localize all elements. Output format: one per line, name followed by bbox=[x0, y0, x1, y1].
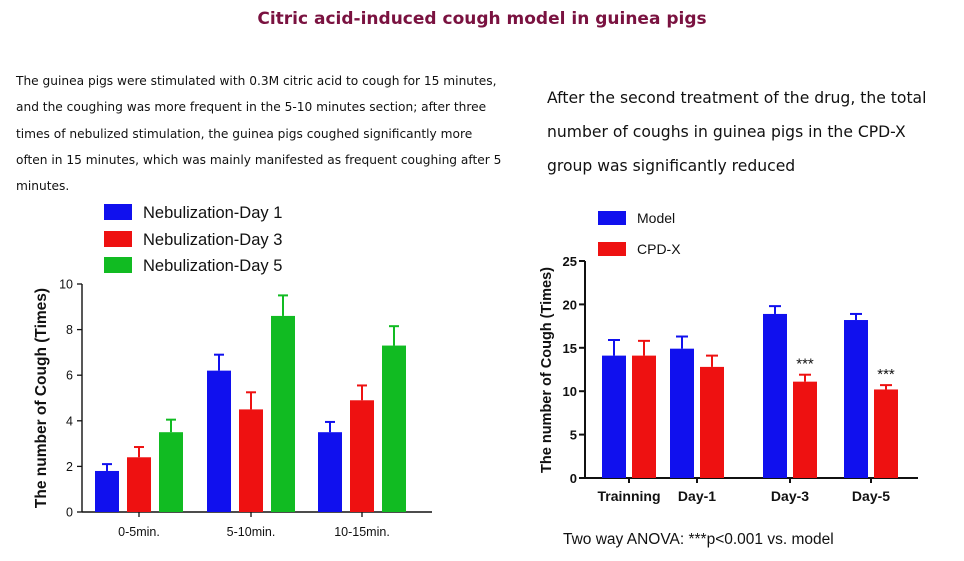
y-axis-label: The number of Cough (Times) bbox=[539, 267, 555, 473]
y-tick-label: 10 bbox=[59, 278, 73, 292]
bar bbox=[239, 409, 263, 512]
y-axis-label: The number of Cough (Times) bbox=[33, 288, 50, 508]
y-tick-label: 0 bbox=[570, 471, 577, 486]
y-tick-label: 15 bbox=[563, 341, 577, 356]
bar bbox=[763, 313, 787, 478]
legend-label: Model bbox=[637, 210, 675, 226]
bar bbox=[874, 389, 898, 478]
x-tick-label: 0-5min. bbox=[118, 525, 160, 539]
significance-label: *** bbox=[877, 366, 895, 383]
legend-swatch bbox=[104, 257, 132, 273]
x-tick-label: Day-1 bbox=[678, 488, 716, 504]
legend-swatch bbox=[104, 231, 132, 247]
bar bbox=[382, 345, 406, 512]
y-tick-label: 8 bbox=[66, 323, 73, 337]
x-tick-label: Trainning bbox=[598, 488, 661, 504]
y-tick-label: 4 bbox=[66, 414, 73, 428]
page-title: Citric acid-induced cough model in guine… bbox=[257, 9, 707, 29]
bar bbox=[95, 470, 119, 512]
legend-label: Nebulization-Day 5 bbox=[143, 257, 282, 275]
x-tick-label: Day-3 bbox=[771, 488, 809, 504]
x-tick-label: 5-10min. bbox=[227, 525, 276, 539]
left-description: The guinea pigs were stimulated with 0.3… bbox=[16, 74, 502, 194]
right-description: After the second treatment of the drug, … bbox=[547, 89, 927, 175]
bar bbox=[670, 348, 694, 478]
y-tick-label: 2 bbox=[66, 460, 73, 474]
bar bbox=[700, 366, 724, 478]
bar bbox=[632, 355, 656, 478]
legend-swatch bbox=[598, 211, 626, 225]
bar bbox=[207, 370, 231, 512]
y-tick-label: 20 bbox=[563, 297, 577, 312]
y-tick-label: 5 bbox=[570, 428, 577, 443]
significance-label: *** bbox=[796, 356, 814, 373]
bar bbox=[271, 315, 295, 512]
legend-label: CPD-X bbox=[637, 241, 681, 257]
y-tick-label: 6 bbox=[66, 369, 73, 383]
legend-swatch bbox=[104, 204, 132, 220]
bar bbox=[602, 355, 626, 478]
anova-note: Two way ANOVA: ***p<0.001 vs. model bbox=[563, 531, 834, 548]
bar bbox=[127, 457, 151, 512]
x-tick-label: Day-5 bbox=[852, 488, 890, 504]
y-tick-label: 0 bbox=[66, 506, 73, 520]
legend-label: Nebulization-Day 3 bbox=[143, 231, 282, 249]
bar bbox=[318, 432, 342, 512]
bar bbox=[350, 400, 374, 512]
y-tick-label: 10 bbox=[563, 384, 577, 399]
legend-swatch bbox=[598, 242, 626, 256]
bar bbox=[844, 320, 868, 478]
bar bbox=[793, 381, 817, 478]
x-tick-label: 10-15min. bbox=[334, 525, 390, 539]
legend-label: Nebulization-Day 1 bbox=[143, 204, 282, 222]
y-tick-label: 25 bbox=[563, 254, 577, 269]
bar bbox=[159, 432, 183, 512]
